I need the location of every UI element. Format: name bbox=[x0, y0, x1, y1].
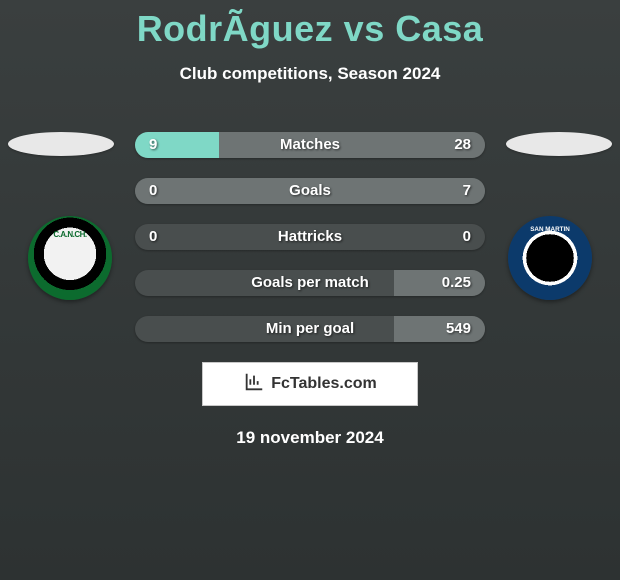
stat-row-gpm: Goals per match 0.25 bbox=[135, 270, 485, 296]
stat-right-value: 549 bbox=[446, 316, 471, 342]
stat-right-value: 7 bbox=[463, 178, 471, 204]
club-badge-right bbox=[508, 216, 592, 300]
stat-row-matches: 9 Matches 28 bbox=[135, 132, 485, 158]
page-title: RodrÃ­guez vs Casa bbox=[0, 0, 620, 50]
stat-row-mpg: Min per goal 549 bbox=[135, 316, 485, 342]
stat-label: Matches bbox=[135, 132, 485, 158]
stats-rows: 9 Matches 28 0 Goals 7 0 Hattricks 0 Goa… bbox=[135, 132, 485, 342]
subtitle: Club competitions, Season 2024 bbox=[0, 64, 620, 84]
stat-label: Goals bbox=[135, 178, 485, 204]
stat-right-value: 0 bbox=[463, 224, 471, 250]
stat-right-value: 0.25 bbox=[442, 270, 471, 296]
brand-box[interactable]: FcTables.com bbox=[202, 362, 418, 406]
stat-row-hattricks: 0 Hattricks 0 bbox=[135, 224, 485, 250]
date-text: 19 november 2024 bbox=[0, 428, 620, 448]
brand-text: FcTables.com bbox=[271, 375, 377, 393]
stat-row-goals: 0 Goals 7 bbox=[135, 178, 485, 204]
stat-label: Hattricks bbox=[135, 224, 485, 250]
comparison-container: 9 Matches 28 0 Goals 7 0 Hattricks 0 Goa… bbox=[0, 132, 620, 448]
stat-label: Min per goal bbox=[135, 316, 485, 342]
player-shadow-left bbox=[8, 132, 114, 156]
stat-right-value: 28 bbox=[454, 132, 471, 158]
chart-icon bbox=[243, 371, 265, 398]
player-shadow-right bbox=[506, 132, 612, 156]
stat-label: Goals per match bbox=[135, 270, 485, 296]
club-badge-left bbox=[28, 216, 112, 300]
